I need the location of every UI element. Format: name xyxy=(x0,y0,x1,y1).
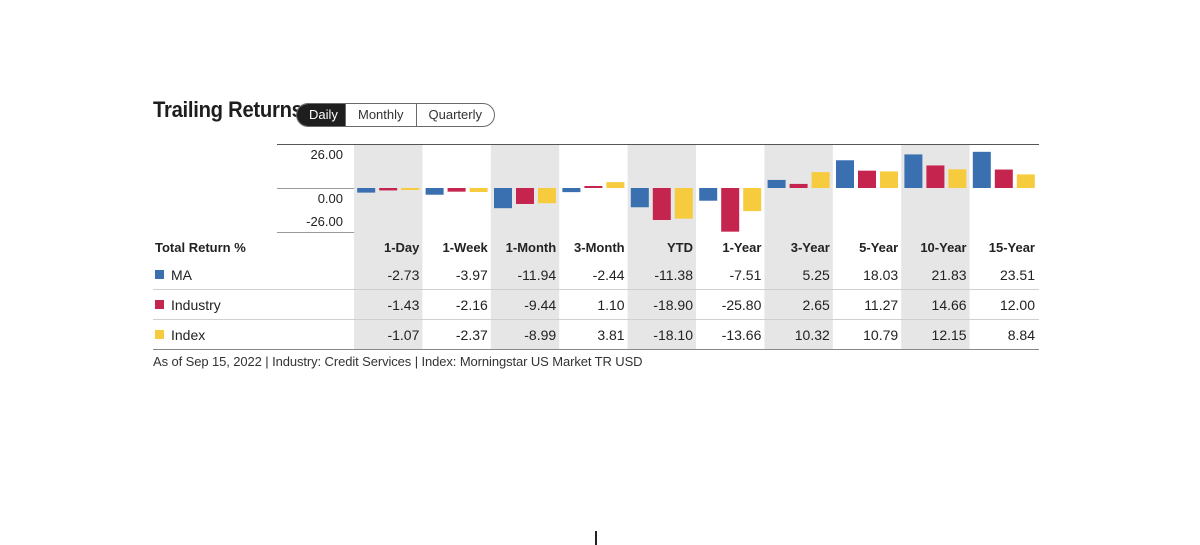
bar-ma-15-year xyxy=(972,151,991,188)
data-label: 2.65 xyxy=(803,297,830,313)
data-label: -2.37 xyxy=(456,327,488,343)
series-label-index: Index xyxy=(171,327,205,343)
bar-index-1-month xyxy=(538,188,556,204)
bar-index-15-year xyxy=(1016,174,1035,188)
column-header: YTD xyxy=(667,240,693,255)
y-tick-label: 0.00 xyxy=(318,191,343,206)
data-label: -18.10 xyxy=(653,327,693,343)
legend-swatch-industry xyxy=(155,300,164,309)
data-label: 1.10 xyxy=(597,297,624,313)
shaded-column xyxy=(354,145,423,349)
y-tick-label: 26.00 xyxy=(310,147,343,162)
data-label: 5.25 xyxy=(803,267,830,283)
column-header: 10-Year xyxy=(920,240,966,255)
column-header: 15-Year xyxy=(989,240,1035,255)
bar-industry-1-day xyxy=(379,188,398,191)
bar-industry-5-year xyxy=(858,170,876,188)
y-tick-label: -26.00 xyxy=(306,214,343,229)
toggle-monthly[interactable]: Monthly xyxy=(345,104,416,126)
bar-ma-3-month xyxy=(562,188,581,193)
bar-ma-ytd xyxy=(630,188,649,208)
legend-swatch-index xyxy=(155,330,164,339)
bar-industry-1-week xyxy=(447,188,466,192)
series-label-industry: Industry xyxy=(171,297,221,313)
section-title: Trailing Returns xyxy=(153,97,303,122)
legend-swatch-ma xyxy=(155,270,164,279)
bar-ma-3-year xyxy=(767,179,786,188)
bar-industry-1-year xyxy=(721,188,740,232)
data-label: -25.80 xyxy=(722,297,762,313)
period-toggle: Daily Monthly Quarterly xyxy=(296,103,495,127)
bar-index-1-day xyxy=(401,188,420,190)
data-label: 11.27 xyxy=(864,297,898,313)
shaded-column xyxy=(627,145,696,349)
bar-ma-1-month xyxy=(494,188,512,209)
data-label: 14.66 xyxy=(932,297,967,313)
column-header: 3-Month xyxy=(574,240,625,255)
series-label-ma: MA xyxy=(171,267,193,283)
bar-index-1-year xyxy=(743,188,762,212)
column-header: 1-Week xyxy=(443,240,489,255)
data-label: 23.51 xyxy=(1000,267,1035,283)
data-label: -8.99 xyxy=(524,327,556,343)
bar-ma-10-year xyxy=(904,154,923,188)
bar-industry-1-month xyxy=(516,188,534,204)
data-label: -13.66 xyxy=(722,327,762,343)
bar-ma-1-year xyxy=(699,188,718,201)
data-label: -2.44 xyxy=(593,267,625,283)
data-label: 3.81 xyxy=(597,327,624,343)
data-label: 12.00 xyxy=(1000,297,1035,313)
bar-index-10-year xyxy=(948,169,967,188)
bar-index-3-month xyxy=(606,182,625,188)
column-header: 1-Day xyxy=(384,240,420,255)
data-label: 21.83 xyxy=(932,267,967,283)
column-header: 3-Year xyxy=(791,240,830,255)
data-label: -2.73 xyxy=(387,267,419,283)
text-cursor xyxy=(595,531,597,545)
data-label: -3.97 xyxy=(456,267,488,283)
footnote: As of Sep 15, 2022 | Industry: Credit Se… xyxy=(153,354,643,369)
data-label: 10.32 xyxy=(795,327,830,343)
bar-industry-15-year xyxy=(994,169,1013,188)
data-label: -7.51 xyxy=(729,267,761,283)
bar-industry-ytd xyxy=(652,188,671,220)
data-label: 10.79 xyxy=(863,327,898,343)
data-label: -2.16 xyxy=(456,297,488,313)
bar-index-1-week xyxy=(469,188,488,193)
column-header: 5-Year xyxy=(859,240,898,255)
bar-industry-3-month xyxy=(584,186,603,188)
bar-industry-10-year xyxy=(926,165,945,188)
bar-ma-1-week xyxy=(425,188,444,195)
column-header: 1-Year xyxy=(722,240,761,255)
column-header: 1-Month xyxy=(506,240,557,255)
bar-index-3-year xyxy=(811,172,830,188)
data-label: -9.44 xyxy=(524,297,556,313)
bar-ma-1-day xyxy=(357,188,376,193)
data-label: -11.94 xyxy=(518,267,557,283)
data-label: -18.90 xyxy=(653,297,693,313)
table-header-label: Total Return % xyxy=(155,240,246,255)
data-label: -11.38 xyxy=(654,267,693,283)
bar-index-ytd xyxy=(674,188,693,219)
data-label: 12.15 xyxy=(932,327,967,343)
bar-industry-3-year xyxy=(789,183,808,188)
bar-index-5-year xyxy=(880,171,898,188)
toggle-daily[interactable]: Daily xyxy=(297,104,345,126)
shaded-column xyxy=(490,145,560,349)
toggle-quarterly[interactable]: Quarterly xyxy=(415,104,494,126)
data-label: 8.84 xyxy=(1008,327,1035,343)
bar-ma-5-year xyxy=(836,160,854,188)
data-label: -1.43 xyxy=(387,297,419,313)
data-label: -1.07 xyxy=(387,327,419,343)
data-label: 18.03 xyxy=(863,267,898,283)
